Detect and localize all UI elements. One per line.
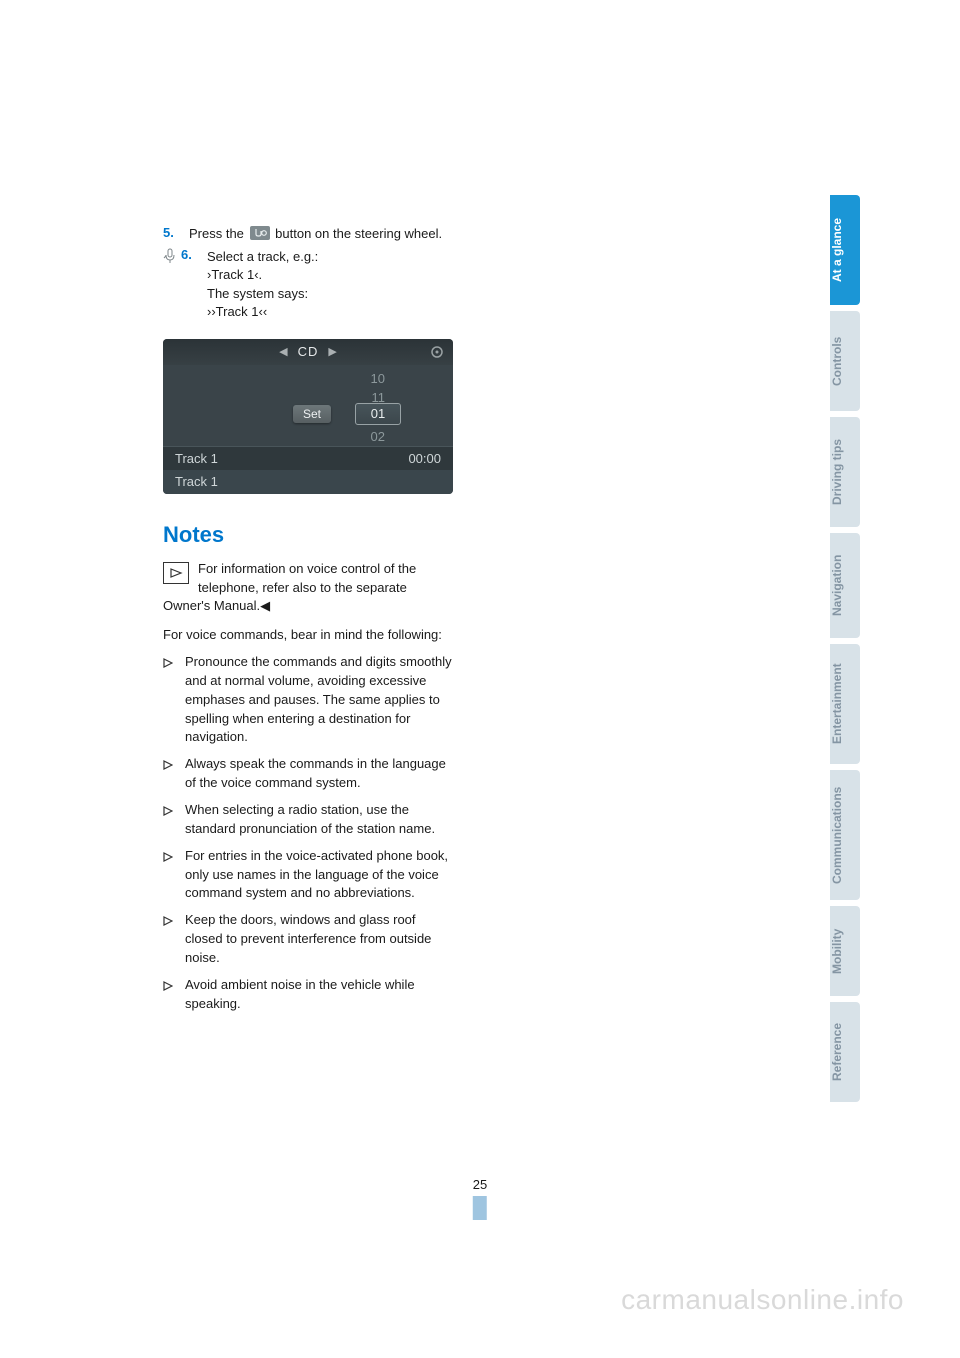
step-body: Press the button on the steering wheel. bbox=[189, 225, 442, 243]
bullet-item: For entries in the voice-activated phone… bbox=[163, 847, 453, 904]
cd-row-label: Track 1 bbox=[175, 474, 218, 489]
step6-line4: ››Track 1‹‹ bbox=[207, 303, 318, 321]
side-tab-reference[interactable]: Reference bbox=[830, 1002, 860, 1102]
cd-row: Track 1 bbox=[163, 470, 453, 494]
bullet-marker-icon bbox=[163, 653, 185, 747]
step-body: Select a track, e.g.: ›Track 1‹. The sys… bbox=[207, 247, 318, 321]
cd-header: ◀ CD ▶ bbox=[163, 339, 453, 365]
bullet-text: Pronounce the commands and digits smooth… bbox=[185, 653, 453, 747]
stack-value: 10 bbox=[371, 369, 385, 389]
cd-row-label: Track 1 bbox=[175, 451, 218, 466]
bullet-text: For entries in the voice-activated phone… bbox=[185, 847, 453, 904]
page-number-wrap: 25 bbox=[473, 1177, 487, 1220]
notes-info-paragraph: For information on voice control of the … bbox=[163, 560, 453, 617]
step-6: 6. Select a track, e.g.: ›Track 1‹. The … bbox=[163, 247, 453, 321]
page: 5. Press the button on the steering whee… bbox=[0, 0, 960, 1358]
cd-row: Track 1 00:00 bbox=[163, 446, 453, 470]
cd-row-time: 00:00 bbox=[408, 451, 441, 466]
chevron-left-icon: ◀ bbox=[279, 345, 287, 358]
stack-value: 02 bbox=[371, 427, 385, 447]
gear-icon bbox=[429, 344, 445, 360]
side-tab-entertainment[interactable]: Entertainment bbox=[830, 644, 860, 764]
side-tab-communications[interactable]: Communications bbox=[830, 770, 860, 900]
bullet-text: Avoid ambient noise in the vehicle while… bbox=[185, 976, 453, 1014]
cd-header-label: CD bbox=[298, 344, 319, 359]
watermark: carmanualsonline.info bbox=[621, 1284, 904, 1316]
notes-heading: Notes bbox=[163, 522, 453, 548]
side-tab-strip: At a glance Controls Driving tips Navigatio… bbox=[830, 195, 860, 1102]
bullet-item: Keep the doors, windows and glass roof c… bbox=[163, 911, 453, 968]
bullet-marker-icon bbox=[163, 755, 185, 793]
bullet-marker-icon bbox=[163, 911, 185, 968]
bullet-marker-icon bbox=[163, 976, 185, 1014]
voice-button-icon bbox=[250, 226, 270, 240]
bullet-item: Always speak the commands in the languag… bbox=[163, 755, 453, 793]
side-tab-navigation[interactable]: Navigation bbox=[830, 533, 860, 638]
step5-text-before: Press the bbox=[189, 226, 244, 241]
page-number: 25 bbox=[473, 1177, 487, 1192]
mic-hint-icon bbox=[163, 247, 181, 321]
bullet-item: Pronounce the commands and digits smooth… bbox=[163, 653, 453, 747]
cd-display-screenshot: ◀ CD ▶ 10 11 01 02 Set 01 Track 1 00:00 bbox=[163, 339, 453, 494]
bullet-marker-icon bbox=[163, 847, 185, 904]
bullet-text: When selecting a radio station, use the … bbox=[185, 801, 453, 839]
side-tab-controls[interactable]: Controls bbox=[830, 311, 860, 411]
chevron-right-icon: ▶ bbox=[328, 345, 336, 358]
step5-text-after: button on the steering wheel. bbox=[275, 226, 442, 241]
bullet-marker-icon bbox=[163, 801, 185, 839]
step6-line2: ›Track 1‹. bbox=[207, 266, 318, 284]
bullet-item: When selecting a radio station, use the … bbox=[163, 801, 453, 839]
content-column: 5. Press the button on the steering whee… bbox=[163, 225, 453, 1021]
bullet-text: Keep the doors, windows and glass roof c… bbox=[185, 911, 453, 968]
notes-info-text: For information on voice control of the … bbox=[163, 561, 416, 614]
notes-lead: For voice commands, bear in mind the fol… bbox=[163, 626, 453, 645]
side-tab-at-a-glance[interactable]: At a glance bbox=[830, 195, 860, 305]
side-tab-mobility[interactable]: Mobility bbox=[830, 906, 860, 996]
bullet-item: Avoid ambient noise in the vehicle while… bbox=[163, 976, 453, 1014]
bullet-text: Always speak the commands in the languag… bbox=[185, 755, 453, 793]
step6-line1: Select a track, e.g.: bbox=[207, 248, 318, 266]
triangle-note-icon bbox=[163, 562, 189, 584]
step-number: 5. bbox=[163, 225, 189, 243]
selected-track-box: 01 bbox=[355, 403, 401, 425]
notes-bullet-list: Pronounce the commands and digits smooth… bbox=[163, 653, 453, 1013]
cd-rows: Track 1 00:00 Track 1 bbox=[163, 446, 453, 494]
step-5: 5. Press the button on the steering whee… bbox=[163, 225, 453, 243]
set-button: Set bbox=[293, 405, 331, 423]
page-number-bar bbox=[473, 1196, 487, 1220]
step-number: 6. bbox=[181, 247, 207, 321]
step6-line3: The system says: bbox=[207, 285, 318, 303]
side-tab-driving-tips[interactable]: Driving tips bbox=[830, 417, 860, 527]
